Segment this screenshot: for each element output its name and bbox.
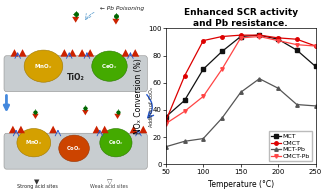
Text: TiO₂: TiO₂ [67,151,85,160]
Ellipse shape [100,129,132,157]
CMCT-Pb [183,110,186,112]
CMCT [239,34,243,36]
MCT [183,99,186,102]
CMCT [314,45,317,47]
Text: CeO$_x$: CeO$_x$ [108,138,124,147]
CMCT-Pb [295,43,299,46]
Text: ← Pb Poisoning: ← Pb Poisoning [100,6,144,11]
CMCT-Pb [220,68,224,70]
Text: Strong acid sites: Strong acid sites [17,184,57,189]
Polygon shape [129,126,138,133]
Text: CeO$_x$: CeO$_x$ [101,62,118,71]
Polygon shape [9,126,17,133]
MCT-Pb [258,77,261,80]
Polygon shape [114,114,121,119]
Polygon shape [61,49,69,57]
CMCT [258,34,261,36]
Text: MnO$_x$: MnO$_x$ [34,62,53,71]
Text: Addition of CoO$_x$: Addition of CoO$_x$ [147,86,156,128]
CMCT [220,35,224,38]
Text: TiO₂: TiO₂ [67,73,85,82]
MCT-Pb [164,146,168,148]
CMCT [276,37,280,39]
Ellipse shape [92,51,127,81]
CMCT-Pb [258,35,261,38]
Polygon shape [86,49,94,57]
Ellipse shape [59,135,90,162]
Polygon shape [82,110,89,115]
Legend: MCT, CMCT, MCT-Pb, CMCT-Pb: MCT, CMCT, MCT-Pb, CMCT-Pb [269,131,312,161]
CMCT-Pb [164,122,168,125]
Polygon shape [19,49,26,57]
Text: CoO$_x$: CoO$_x$ [66,144,82,153]
FancyBboxPatch shape [4,56,147,92]
Polygon shape [112,19,119,25]
MCT [164,116,168,118]
Polygon shape [10,49,18,57]
Ellipse shape [17,129,51,157]
Line: CMCT: CMCT [164,33,317,123]
Polygon shape [78,49,86,57]
FancyBboxPatch shape [4,133,147,169]
Polygon shape [139,126,147,133]
Polygon shape [131,49,139,57]
X-axis label: Temperature (°C): Temperature (°C) [208,180,274,189]
Line: MCT: MCT [164,33,317,119]
Polygon shape [100,126,109,133]
MCT [201,68,205,70]
Polygon shape [122,49,129,57]
MCT-Pb [276,87,280,89]
CMCT-Pb [276,40,280,42]
Text: MnO$_x$: MnO$_x$ [25,138,43,147]
MCT-Pb [220,117,224,119]
MCT-Pb [295,103,299,106]
MCT [239,35,243,38]
Polygon shape [32,114,39,119]
Polygon shape [72,17,79,23]
MCT-Pb [201,137,205,140]
MCT [258,34,261,36]
Y-axis label: NOₓ Conversion (%): NOₓ Conversion (%) [134,59,143,134]
Polygon shape [68,49,77,57]
MCT [220,50,224,53]
Line: CMCT-Pb: CMCT-Pb [164,35,317,125]
CMCT [164,120,168,122]
MCT [295,49,299,51]
MCT [314,65,317,68]
Line: MCT-Pb: MCT-Pb [164,77,317,149]
Text: ▼: ▼ [34,179,40,185]
Text: ▽: ▽ [107,179,112,185]
Text: Weak acid sites: Weak acid sites [90,184,128,189]
CMCT [201,40,205,42]
Polygon shape [17,126,25,133]
Polygon shape [49,126,57,133]
CMCT-Pb [201,95,205,98]
Title: Enhanced SCR activity
and Pb resistance.: Enhanced SCR activity and Pb resistance. [184,8,298,28]
CMCT [295,38,299,40]
MCT-Pb [314,105,317,107]
MCT [276,38,280,40]
CMCT-Pb [239,37,243,39]
MCT-Pb [239,91,243,93]
Polygon shape [92,126,100,133]
MCT-Pb [183,140,186,143]
CMCT [183,75,186,77]
Ellipse shape [24,50,63,82]
CMCT-Pb [314,45,317,47]
